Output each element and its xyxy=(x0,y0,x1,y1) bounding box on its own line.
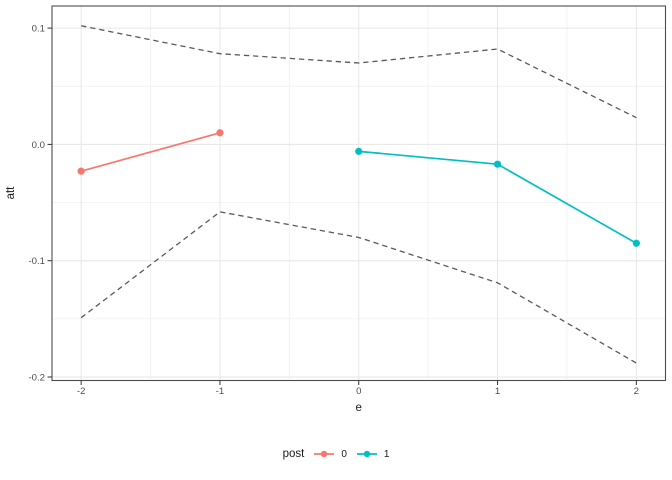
data-point-post-0-estimate xyxy=(216,129,224,137)
data-point-post-1-estimate xyxy=(355,147,363,155)
legend-item-label-0: 0 xyxy=(341,448,347,460)
y-tick-labels: 0.1 0.0 -0.1 -0.2 xyxy=(28,23,45,383)
svg-text:-1: -1 xyxy=(216,386,225,397)
svg-text:2: 2 xyxy=(634,386,639,397)
data-point-post-1-estimate xyxy=(493,160,502,168)
legend-item-post-0: 0 xyxy=(313,448,347,460)
series-post-1-estimate xyxy=(355,147,640,247)
axis-ticks xyxy=(47,27,637,385)
x-tick-labels: -2 -1 0 1 2 xyxy=(77,386,639,397)
data-point-post-1-estimate xyxy=(632,239,640,247)
svg-text:1: 1 xyxy=(495,386,500,397)
chart-canvas: -2 -1 0 1 2 0.1 0.0 -0.1 -0.2 e att xyxy=(5,5,667,414)
legend-title: post xyxy=(282,448,305,460)
legend-item-post-1: 1 xyxy=(356,448,390,460)
svg-text:-2: -2 xyxy=(77,386,86,397)
series-confidence-band-lower xyxy=(80,211,637,364)
legend: post 0 1 xyxy=(0,448,672,460)
svg-text:-0.2: -0.2 xyxy=(28,372,45,383)
series-post-0-estimate xyxy=(77,129,224,175)
data-point-post-0-estimate xyxy=(77,167,85,175)
legend-key-post-0-icon xyxy=(314,450,335,458)
x-axis-title: e xyxy=(356,402,362,414)
grid-major xyxy=(52,6,666,381)
series-confidence-band-upper xyxy=(81,25,637,119)
legend-key-post-1-icon xyxy=(356,450,377,458)
y-axis-title: att xyxy=(5,186,17,200)
svg-text:-0.1: -0.1 xyxy=(28,256,45,267)
svg-text:0.0: 0.0 xyxy=(32,140,45,151)
svg-text:0.1: 0.1 xyxy=(32,23,45,34)
svg-text:0: 0 xyxy=(356,386,361,397)
legend-item-label-1: 1 xyxy=(383,448,390,460)
